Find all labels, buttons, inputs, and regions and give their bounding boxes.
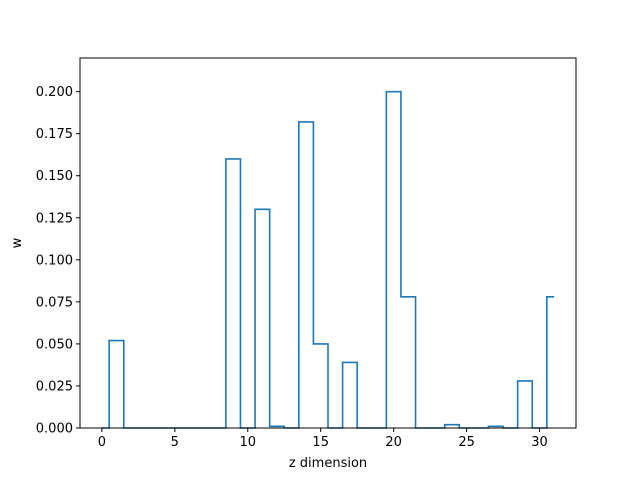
- x-tick-label: 10: [239, 435, 256, 450]
- y-tick-label: 0.200: [36, 85, 73, 100]
- y-tick-label: 0.075: [36, 295, 73, 310]
- x-tick-label: 30: [531, 435, 548, 450]
- y-axis-ticks: 0.000 0.025 0.050 0.075 0.100 0.125 0.150 0.175…: [36, 85, 80, 437]
- y-tick-label: 0.025: [36, 379, 73, 394]
- x-tick-label: 20: [385, 435, 402, 450]
- x-tick-label: 5: [171, 435, 179, 450]
- y-tick-label: 0.150: [36, 169, 73, 184]
- y-tick-label: 0.000: [36, 422, 73, 437]
- y-tick-label: 0.175: [36, 127, 73, 142]
- x-axis-ticks: 0 5 10 15 20 25 30: [98, 428, 548, 450]
- x-tick-label: 15: [312, 435, 329, 450]
- y-tick-label: 0.050: [36, 337, 73, 352]
- y-tick-label: 0.125: [36, 211, 73, 226]
- x-axis-label: z dimension: [289, 456, 367, 471]
- x-tick-label: 25: [458, 435, 475, 450]
- x-tick-label: 0: [98, 435, 106, 450]
- y-axis-label: w: [10, 237, 25, 248]
- plot-frame: [79, 57, 577, 429]
- y-tick-label: 0.100: [36, 253, 73, 268]
